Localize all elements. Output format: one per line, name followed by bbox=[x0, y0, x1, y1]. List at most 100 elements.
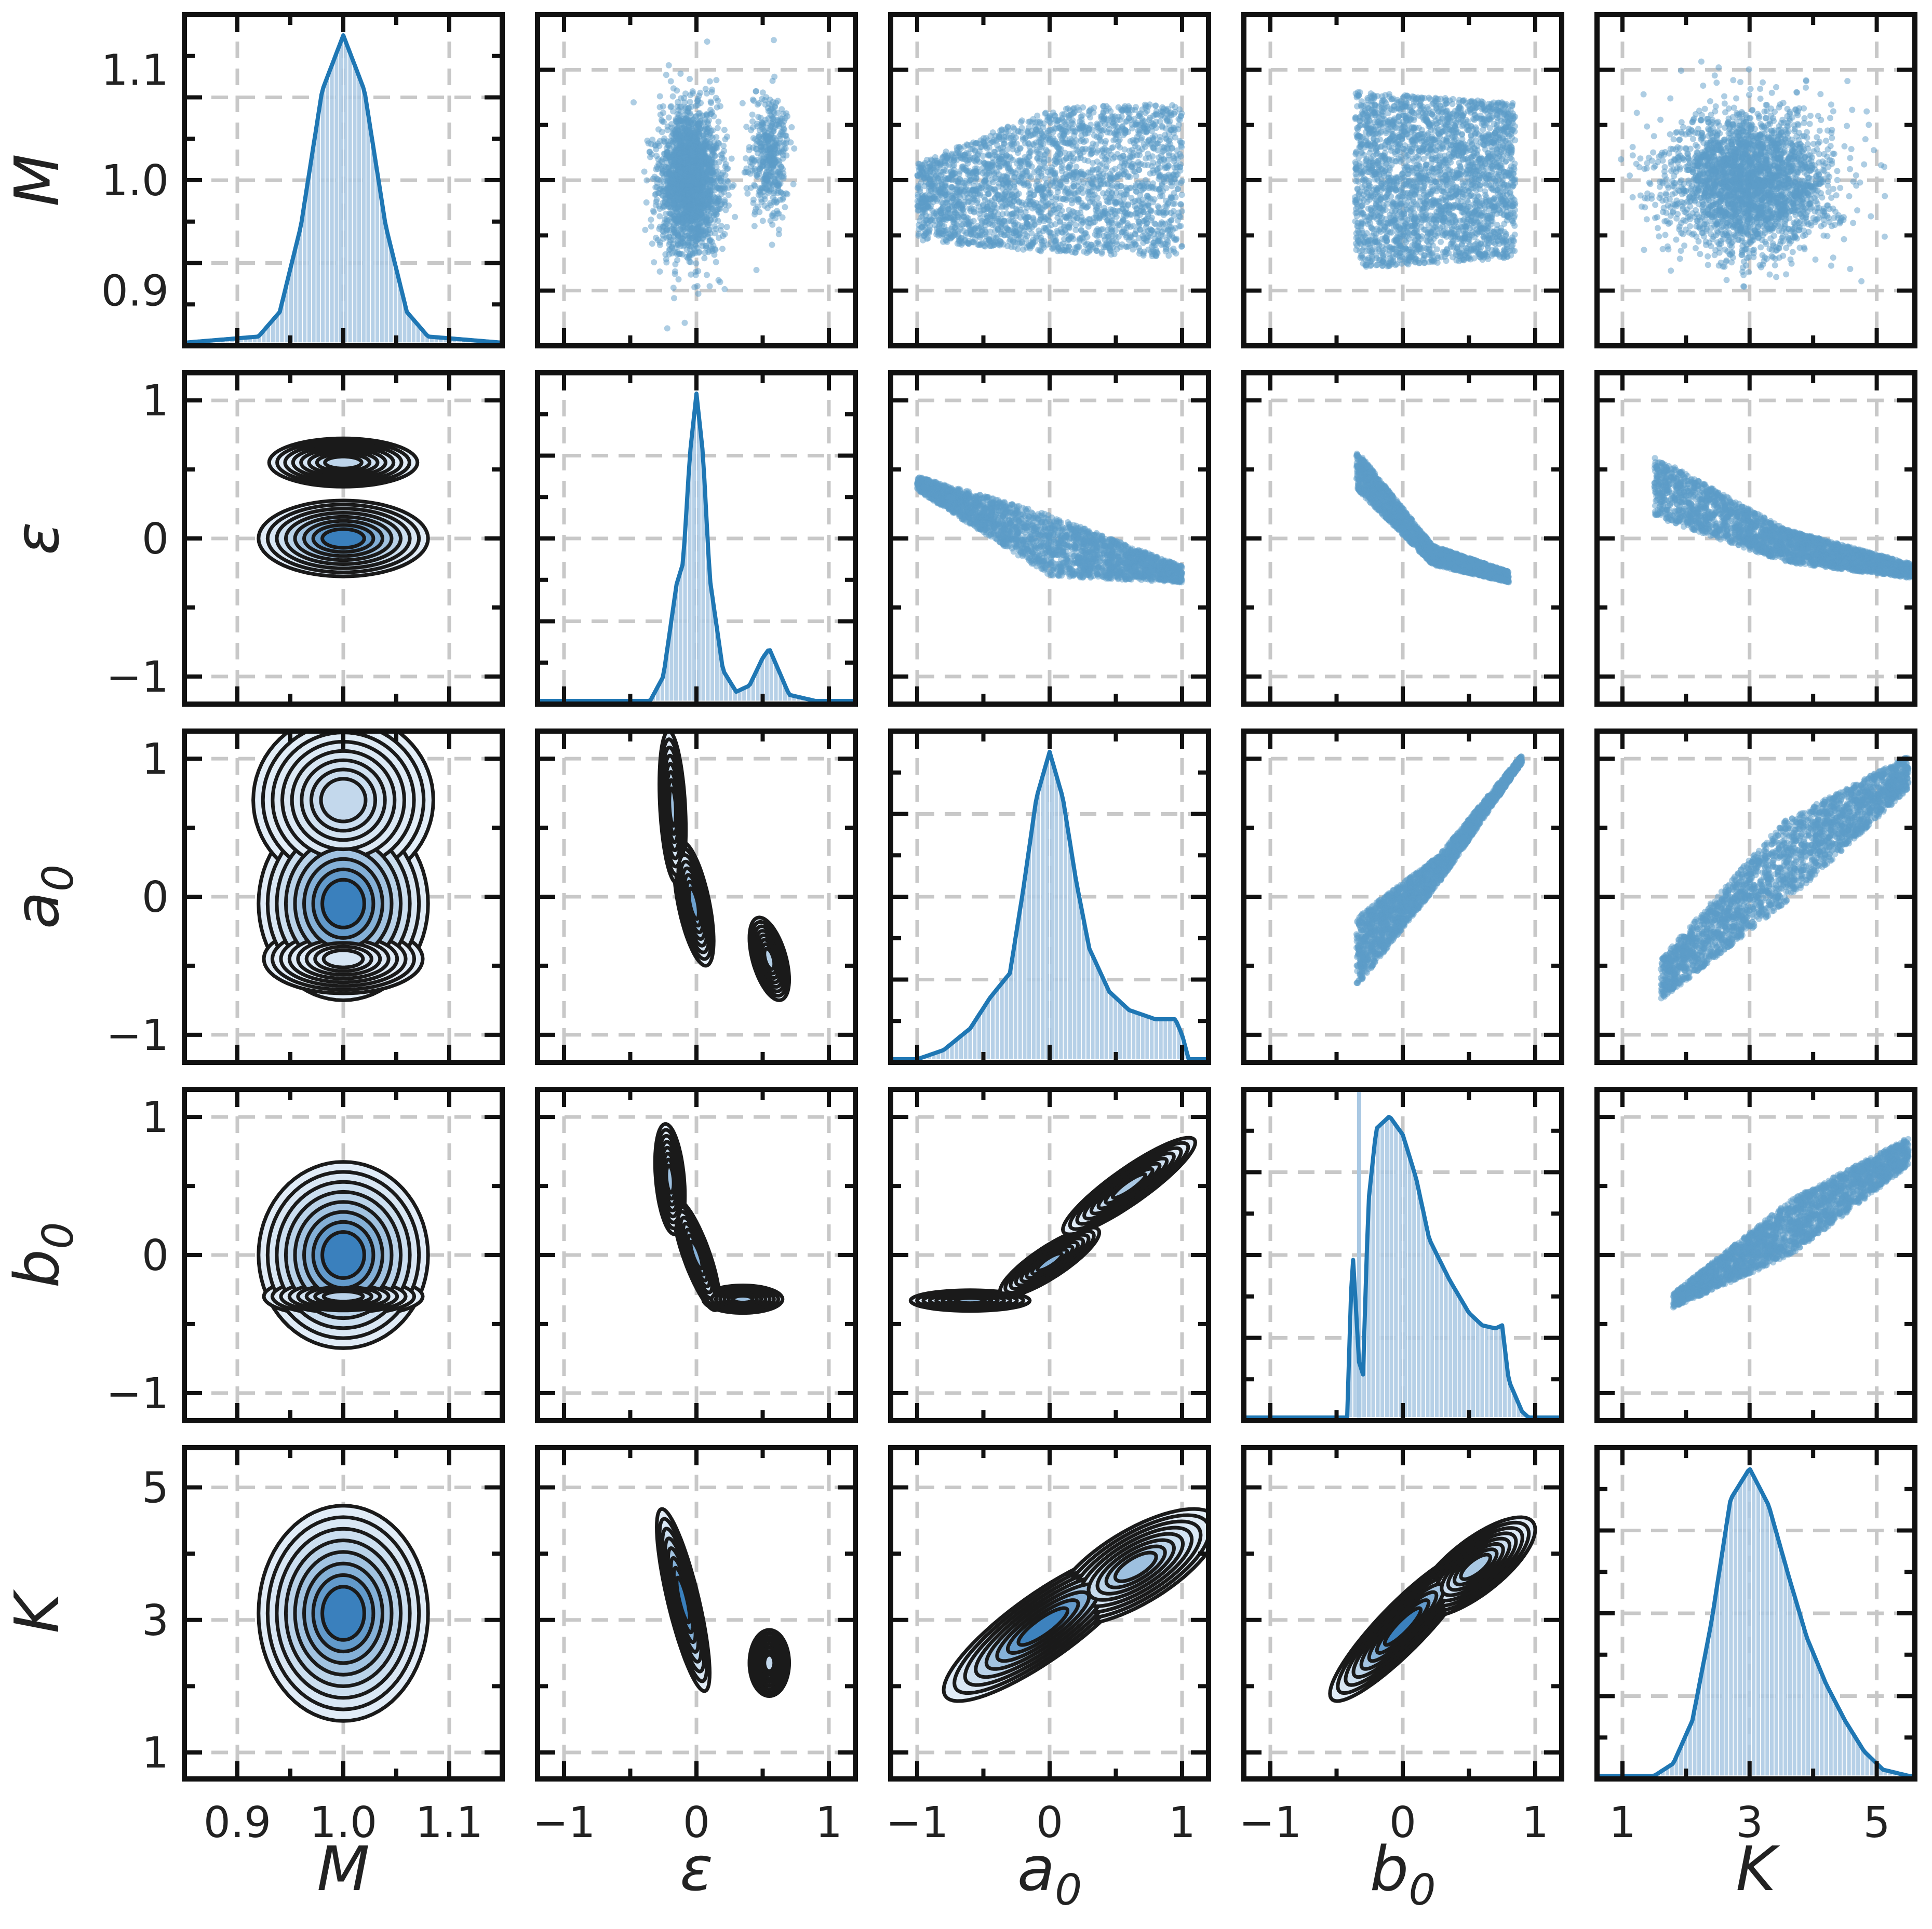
scatter-point bbox=[1059, 116, 1066, 123]
scatter-point bbox=[681, 99, 688, 106]
scatter-point bbox=[1078, 221, 1085, 227]
scatter-point bbox=[1117, 154, 1124, 161]
scatter-point bbox=[662, 210, 669, 217]
scatter-point bbox=[776, 133, 783, 140]
scatter-point bbox=[685, 161, 692, 168]
scatter-point bbox=[1109, 182, 1116, 188]
scatter-point bbox=[1060, 132, 1067, 139]
scatter-points bbox=[914, 101, 1185, 260]
scatter-point bbox=[1062, 150, 1068, 156]
scatter-point bbox=[672, 139, 678, 146]
scatter-point bbox=[1093, 248, 1100, 254]
scatter-point bbox=[656, 93, 663, 100]
scatter-point bbox=[1102, 208, 1108, 214]
scatter-point bbox=[1043, 180, 1050, 186]
scatter-point bbox=[749, 96, 756, 103]
scatter-point bbox=[710, 179, 717, 185]
scatter-point bbox=[1080, 179, 1087, 186]
scatter-point bbox=[647, 154, 653, 160]
scatter-point bbox=[749, 111, 756, 118]
scatter-point bbox=[714, 104, 720, 111]
scatter-point bbox=[719, 246, 726, 252]
scatter-point bbox=[1030, 214, 1037, 221]
scatter-point bbox=[683, 142, 690, 149]
scatter-point bbox=[1109, 144, 1116, 151]
scatter-point bbox=[756, 133, 763, 140]
scatter-point bbox=[753, 88, 759, 95]
scatter-point bbox=[1136, 197, 1142, 204]
scatter-point bbox=[670, 200, 677, 207]
scatter-point bbox=[755, 192, 762, 198]
scatter-point bbox=[1162, 244, 1169, 251]
scatter-point bbox=[1090, 159, 1096, 166]
scatter-point bbox=[1042, 151, 1049, 158]
scatter-point bbox=[663, 144, 670, 151]
scatter-point bbox=[1016, 164, 1023, 170]
scatter-point bbox=[763, 185, 770, 192]
scatter-point bbox=[675, 238, 681, 245]
scatter-point bbox=[784, 191, 790, 197]
scatter-point bbox=[764, 164, 771, 170]
scatter-point bbox=[670, 222, 677, 228]
scatter-point bbox=[662, 251, 669, 258]
scatter-point bbox=[1101, 181, 1107, 187]
scatter-point bbox=[710, 171, 716, 178]
scatter-point bbox=[758, 121, 765, 128]
scatter-point bbox=[657, 111, 664, 118]
scatter-point bbox=[716, 185, 722, 192]
scatter-point bbox=[660, 156, 666, 162]
scatter-point bbox=[943, 149, 949, 155]
scatter-point bbox=[1171, 190, 1177, 196]
scatter-point bbox=[1123, 118, 1130, 125]
scatter-point bbox=[1155, 231, 1161, 237]
scatter-point bbox=[956, 170, 963, 177]
scatter-point bbox=[752, 209, 758, 215]
scatter-point bbox=[1085, 195, 1092, 201]
scatter-point bbox=[1159, 123, 1165, 129]
scatter-point bbox=[695, 110, 702, 117]
histogram-bar bbox=[347, 52, 353, 343]
scatter-point bbox=[1000, 144, 1007, 151]
scatter-point bbox=[675, 276, 682, 282]
scatter-point bbox=[1081, 157, 1088, 164]
scatter-point bbox=[695, 173, 702, 179]
scatter-point bbox=[958, 155, 964, 161]
scatter-point bbox=[690, 225, 696, 232]
scatter-point bbox=[721, 231, 728, 237]
scatter-point bbox=[759, 218, 766, 224]
scatter-point bbox=[715, 218, 721, 224]
scatter-point bbox=[700, 145, 706, 151]
scatter-point bbox=[703, 157, 709, 164]
scatter-point bbox=[660, 103, 666, 110]
scatter-point bbox=[1034, 149, 1040, 155]
histogram-bar bbox=[356, 76, 362, 343]
scatter-point bbox=[915, 232, 922, 239]
scatter-point bbox=[773, 182, 780, 188]
scatter-point bbox=[1069, 111, 1076, 117]
histogram-bar bbox=[361, 88, 367, 343]
scatter-point bbox=[1049, 245, 1056, 251]
scatter-point bbox=[1149, 253, 1156, 260]
scatter-point bbox=[1095, 238, 1102, 245]
scatter-point bbox=[699, 161, 706, 168]
panel-M-vs-M bbox=[182, 12, 505, 348]
scatter-point bbox=[769, 169, 775, 176]
scatter-point bbox=[1100, 103, 1107, 110]
scatter-point bbox=[1132, 143, 1139, 150]
scatter-point bbox=[769, 77, 776, 84]
scatter-point bbox=[692, 268, 699, 275]
scatter-point bbox=[663, 216, 670, 223]
scatter-point bbox=[715, 118, 722, 125]
scatter-point bbox=[1010, 137, 1017, 143]
scatter-point bbox=[1134, 214, 1141, 221]
scatter-point bbox=[1130, 246, 1136, 253]
scatter-point bbox=[1147, 141, 1153, 148]
scatter-point bbox=[688, 167, 695, 173]
scatter-point bbox=[1050, 135, 1056, 142]
scatter-point bbox=[1004, 225, 1011, 232]
scatter-point bbox=[1177, 223, 1184, 230]
scatter-point bbox=[707, 210, 714, 217]
histogram-bar bbox=[311, 143, 317, 343]
scatter-point bbox=[709, 192, 716, 198]
scatter-point bbox=[664, 192, 671, 198]
